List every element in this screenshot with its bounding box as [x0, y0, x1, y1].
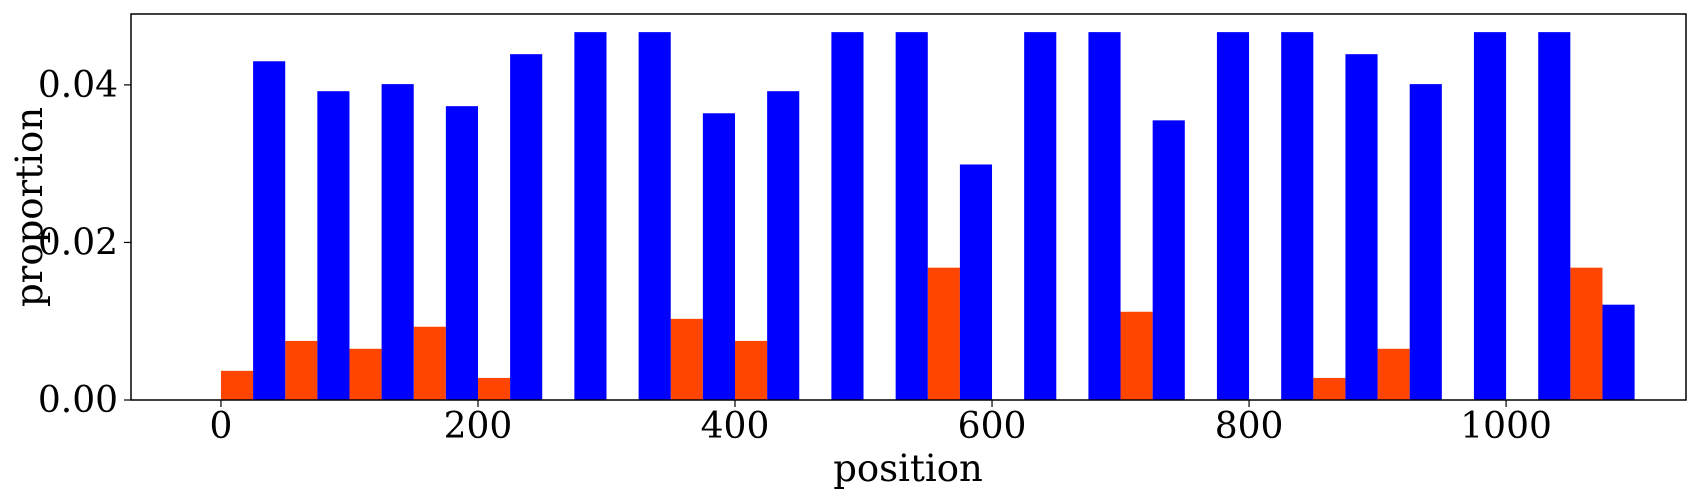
bar-series-1-6: [638, 32, 671, 401]
bar-series-1-13: [1088, 32, 1121, 401]
y-tick-label: 0.04: [38, 65, 118, 106]
bar-series-1-16: [1281, 32, 1314, 401]
bar-series-1-19: [1473, 32, 1507, 401]
bar-series-1-11: [959, 164, 993, 400]
bar-series-0-3: [413, 326, 446, 400]
x-axis-label: position: [833, 447, 983, 490]
bar-series-1-9: [831, 32, 864, 401]
bars-group: [220, 32, 1635, 401]
x-tick-label: 1000: [1460, 406, 1552, 447]
bar-series-1-2: [381, 84, 414, 401]
bar-series-0-2: [349, 348, 382, 400]
plot-frame: [130, 13, 1687, 401]
bar-series-1-4: [510, 54, 543, 401]
bar-series-0-11: [927, 267, 960, 400]
bar-series-1-1: [317, 91, 350, 400]
bar-series-1-17: [1345, 54, 1378, 401]
bar-series-0-21: [1570, 267, 1603, 400]
bar-series-1-8: [767, 91, 800, 400]
x-axis-ticks: 0 200 400 600 800 1000: [210, 400, 1552, 447]
y-axis-label: proportion: [8, 107, 51, 307]
x-tick-label: 200: [444, 406, 513, 447]
bar-series-1-21: [1602, 304, 1635, 400]
x-tick-label: 600: [958, 406, 1027, 447]
bar-series-0-7: [670, 318, 703, 400]
x-tick-label: 0: [210, 406, 233, 447]
y-tick-label: 0.02: [38, 222, 118, 263]
bar-series-1-15: [1216, 32, 1250, 401]
bar-series-1-10: [895, 32, 928, 401]
bar-series-0-1: [285, 340, 318, 400]
bar-series-1-12: [1024, 32, 1057, 401]
bar-series-1-5: [574, 32, 607, 401]
bar-series-0-14: [1120, 311, 1153, 400]
x-tick-label: 800: [1215, 406, 1284, 447]
bar-series-1-7: [702, 113, 736, 400]
bar-series-1-14: [1152, 120, 1185, 400]
y-tick-label: 0.00: [38, 380, 118, 421]
bar-series-1-3: [445, 106, 478, 401]
y-axis-ticks: 0.00 0.02 0.04: [38, 65, 131, 421]
bar-series-1-20: [1538, 32, 1571, 401]
bar-series-0-17: [1313, 377, 1346, 400]
bar-series-0-4: [477, 377, 511, 400]
bar-series-0-8: [735, 340, 768, 400]
x-tick-label: 400: [701, 406, 770, 447]
bar-series-1-0: [253, 61, 286, 401]
bar-series-1-18: [1409, 84, 1442, 401]
bar-series-0-0: [220, 370, 254, 400]
bar-series-0-18: [1377, 348, 1410, 400]
